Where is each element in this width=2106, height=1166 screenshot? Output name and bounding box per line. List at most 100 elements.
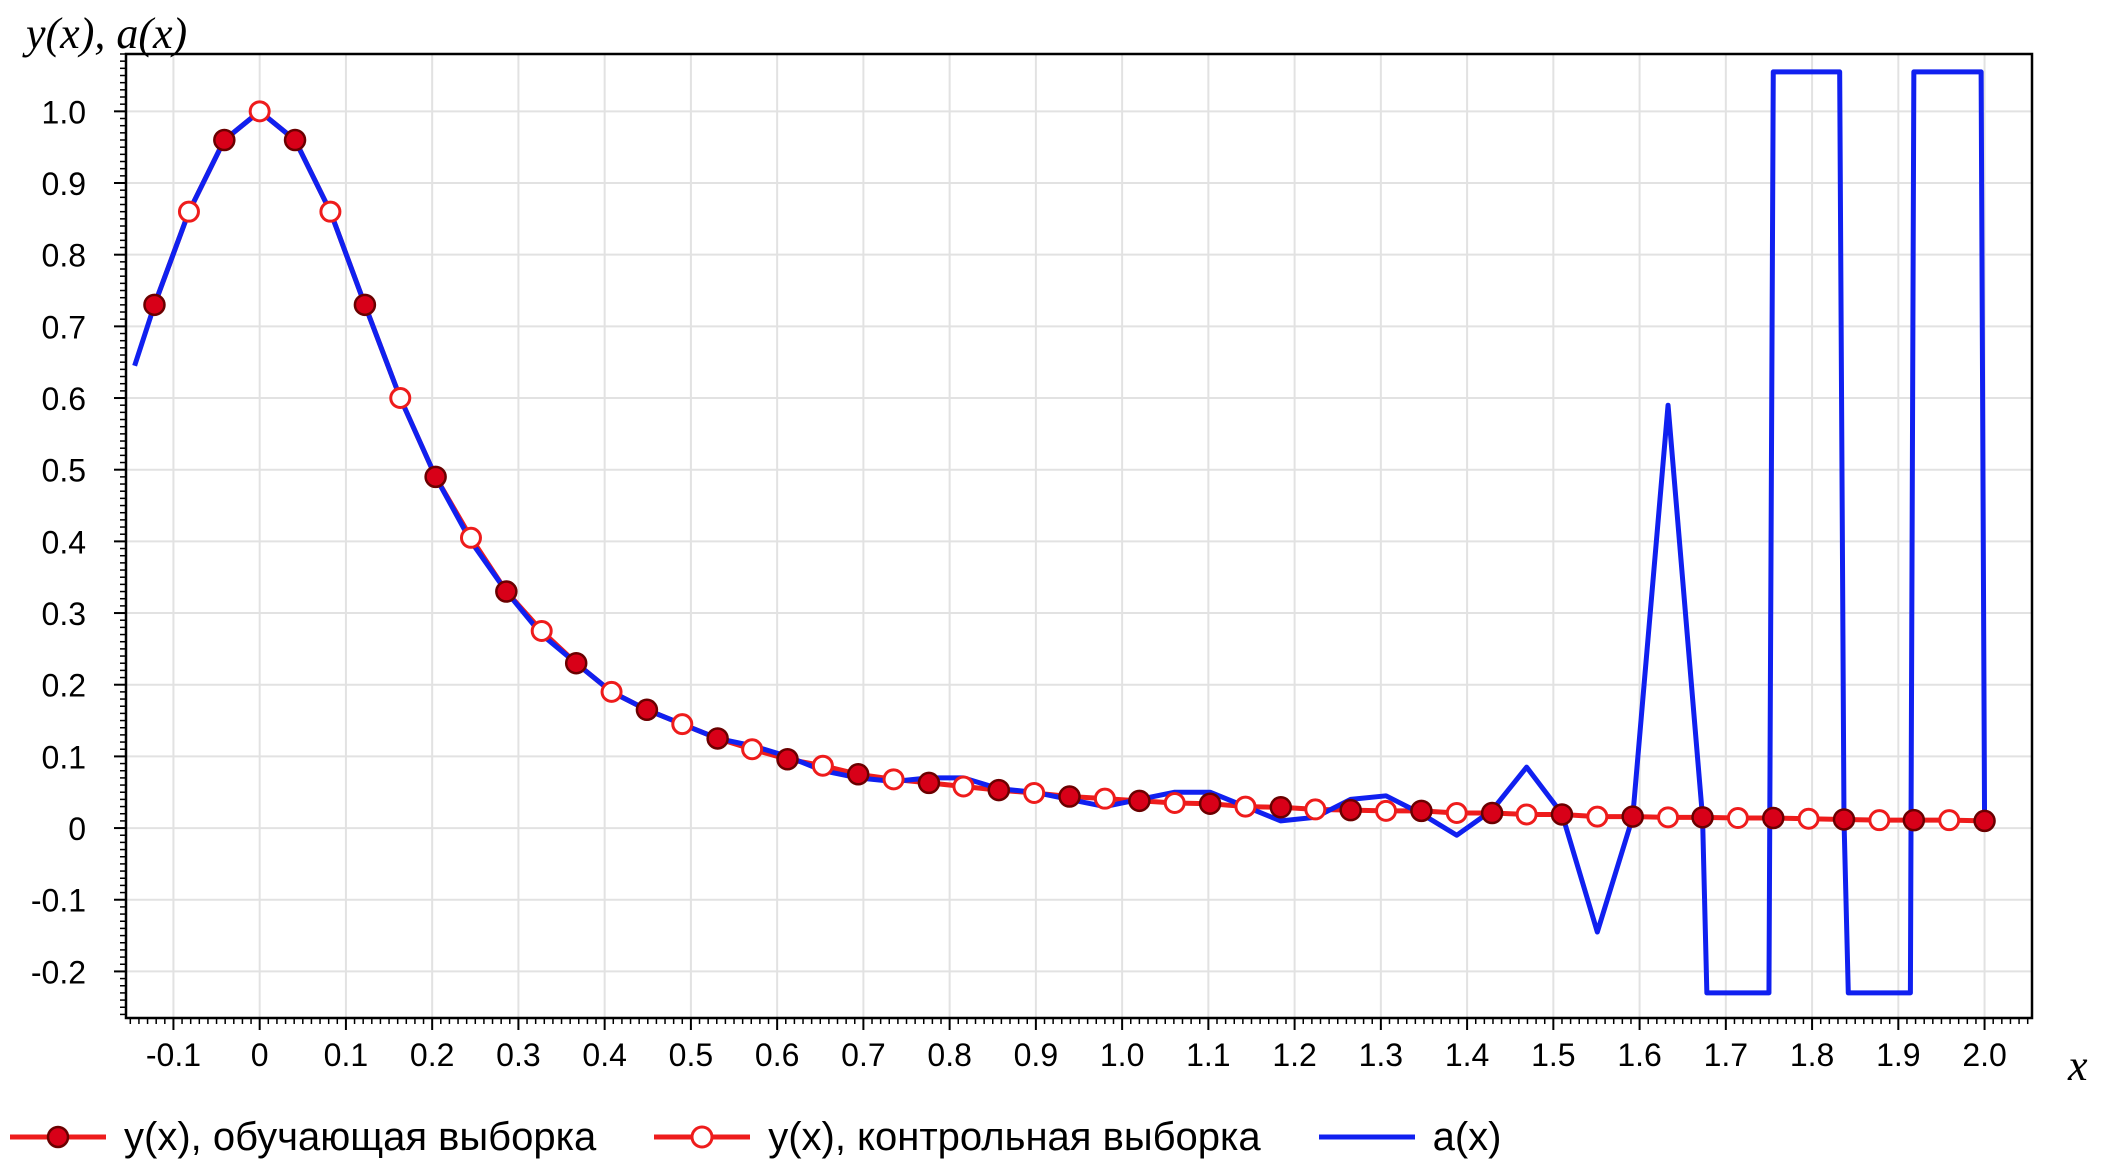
y-tick-label: 0.4 bbox=[42, 524, 86, 560]
control-sample-point bbox=[389, 387, 412, 410]
y-tick-label: 0.9 bbox=[42, 166, 86, 202]
x-tick-label: 0.6 bbox=[755, 1037, 799, 1073]
train-sample-point bbox=[1058, 785, 1081, 808]
x-tick-label: 0.3 bbox=[496, 1037, 540, 1073]
x-tick-label: 1.3 bbox=[1359, 1037, 1403, 1073]
control-sample-point bbox=[1375, 799, 1398, 822]
control-sample-point bbox=[319, 200, 342, 223]
y-tick-label: 0.2 bbox=[42, 668, 86, 704]
control-sample-point bbox=[1726, 807, 1749, 830]
control-sample-point bbox=[1234, 795, 1257, 818]
x-tick-label: 2.0 bbox=[1962, 1037, 2006, 1073]
train-sample-point bbox=[143, 293, 166, 317]
y-tick-label: 0.1 bbox=[42, 739, 86, 775]
x-tick-label: 1.8 bbox=[1790, 1037, 1834, 1073]
train-sample-point bbox=[846, 763, 870, 786]
train-sample-point bbox=[1339, 798, 1362, 822]
control-sample-point bbox=[1515, 803, 1538, 826]
train-sample-point bbox=[1550, 803, 1574, 826]
y-tick-label: 0.7 bbox=[42, 309, 86, 345]
train-sample-point bbox=[424, 465, 447, 489]
train-sample-point bbox=[635, 698, 659, 722]
train-sample-point bbox=[564, 651, 588, 675]
control-sample-point bbox=[530, 619, 553, 642]
control-sample-point bbox=[882, 768, 905, 791]
control-sample-point bbox=[459, 526, 482, 549]
series-lines bbox=[132, 69, 1988, 996]
control-sample-point bbox=[811, 754, 834, 777]
y-tick-label: 0.8 bbox=[42, 238, 86, 274]
legend-item-a: a(x) bbox=[1317, 1114, 1502, 1160]
control-sample-point bbox=[1868, 809, 1891, 832]
control-sample-point bbox=[1023, 781, 1046, 804]
tick-labels: -0.1 0 0.1 0.2 0.3 0.4 0.5 0.6 0.7 0.8 0.9 1.0 1.1 1.… bbox=[31, 94, 2007, 1073]
train-sample-point bbox=[1621, 805, 1644, 828]
train-sample-point bbox=[776, 748, 799, 771]
legend-swatch-a bbox=[1318, 1134, 1415, 1140]
y-tick-label: 0.6 bbox=[42, 381, 86, 417]
x-axis-title: x bbox=[2068, 1041, 2088, 1090]
control-sample-point bbox=[1586, 805, 1609, 828]
train-sample-point bbox=[1762, 806, 1785, 830]
legend-label-train: y(x), обучающая выборка bbox=[124, 1114, 597, 1159]
control-sample-point bbox=[671, 713, 694, 736]
y-tick-label: 1.0 bbox=[42, 94, 86, 130]
legend-item-train: y(x), обучающая выборка bbox=[8, 1115, 596, 1160]
x-tick-label: 0.4 bbox=[582, 1037, 626, 1073]
train-sample-point bbox=[1128, 789, 1151, 813]
grid bbox=[126, 54, 2032, 1018]
x-tick-label: 0.7 bbox=[841, 1037, 885, 1073]
plot-frame bbox=[124, 52, 2034, 1020]
y-tick-label: -0.2 bbox=[31, 954, 86, 990]
train-sample-point bbox=[1480, 801, 1504, 825]
legend-label-a: a(x) bbox=[1432, 1114, 1502, 1159]
x-tick-label: -0.1 bbox=[146, 1037, 201, 1073]
train-sample-point bbox=[1691, 806, 1714, 829]
train-sample-point bbox=[1410, 799, 1433, 823]
control-sample-point bbox=[177, 200, 200, 223]
train-sample-point bbox=[283, 128, 307, 152]
x-tick-label: 0.9 bbox=[1014, 1037, 1058, 1073]
x-tick-label: 1.1 bbox=[1186, 1037, 1230, 1073]
control-sample-point bbox=[1797, 807, 1820, 830]
legend-swatch-train bbox=[10, 1125, 106, 1149]
train-sample-point bbox=[917, 771, 941, 795]
train-sample-point bbox=[1902, 808, 1926, 832]
legend-swatch-control bbox=[654, 1125, 751, 1149]
x-tick-label: 0.8 bbox=[927, 1037, 971, 1073]
control-sample-point bbox=[1938, 809, 1961, 832]
x-tick-label: 0 bbox=[251, 1037, 269, 1073]
train-sample-point bbox=[353, 293, 377, 317]
train-sample-point bbox=[706, 727, 729, 750]
control-sample-point bbox=[952, 775, 975, 798]
control-sample-point bbox=[600, 680, 623, 703]
train-sample-point bbox=[1198, 792, 1222, 815]
series-markers bbox=[143, 100, 1996, 833]
x-tick-label: 0.2 bbox=[410, 1037, 454, 1073]
train-sample-point bbox=[1269, 796, 1293, 819]
control-sample-point bbox=[248, 100, 271, 123]
control-sample-point bbox=[1304, 798, 1327, 821]
a-curve-line bbox=[132, 69, 1988, 996]
y-tick-label: -0.1 bbox=[31, 883, 86, 919]
x-tick-label: 1.4 bbox=[1445, 1037, 1489, 1073]
control-sample-point bbox=[1445, 802, 1468, 825]
y-axis-title: y(x), a(x) bbox=[26, 9, 188, 58]
legend-label-control: y(x), контрольная выборка bbox=[768, 1114, 1261, 1159]
y-tick-label: 0.5 bbox=[42, 453, 86, 489]
control-sample-point bbox=[1163, 791, 1186, 814]
legend: y(x), обучающая выборка y(x), контрольна… bbox=[8, 1108, 1557, 1166]
train-sample-point bbox=[213, 128, 236, 152]
x-tick-label: 1.2 bbox=[1272, 1037, 1316, 1073]
train-sample-point bbox=[987, 778, 1011, 802]
control-sample-point bbox=[1093, 787, 1116, 810]
x-tick-label: 1.9 bbox=[1876, 1037, 1920, 1073]
x-tick-label: 1.0 bbox=[1100, 1037, 1144, 1073]
axis-ticks bbox=[114, 53, 2029, 1030]
legend-item-control: y(x), контрольная выборка bbox=[652, 1114, 1261, 1160]
train-sample-point bbox=[495, 580, 518, 603]
x-tick-label: 1.5 bbox=[1531, 1037, 1575, 1073]
x-tick-label: 0.5 bbox=[669, 1037, 713, 1073]
y-tick-label: 0 bbox=[68, 811, 86, 847]
